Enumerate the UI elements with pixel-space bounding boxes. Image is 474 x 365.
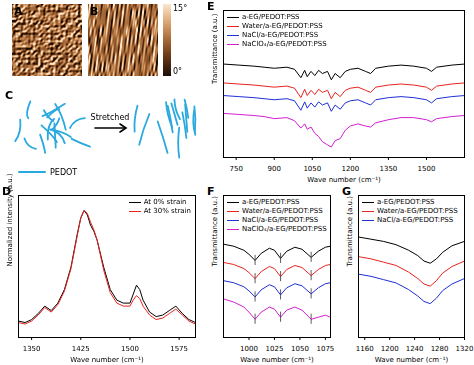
svg-text:Wave number (cm⁻¹): Wave number (cm⁻¹) <box>240 356 314 364</box>
svg-text:1160: 1160 <box>356 345 374 353</box>
svg-text:Wave number (cm⁻¹): Wave number (cm⁻¹) <box>70 356 144 364</box>
svg-text:1025: 1025 <box>266 345 284 353</box>
svg-text:Wave number (cm⁻¹): Wave number (cm⁻¹) <box>307 176 381 184</box>
svg-text:Transmittance (a.u.): Transmittance (a.u.) <box>211 196 219 268</box>
svg-text:900: 900 <box>268 165 281 173</box>
svg-text:1350: 1350 <box>379 165 397 173</box>
svg-text:1320: 1320 <box>456 345 474 353</box>
svg-text:1350: 1350 <box>23 345 41 353</box>
svg-text:PEDOT: PEDOT <box>50 168 77 177</box>
svg-text:1075: 1075 <box>316 345 334 353</box>
svg-text:750: 750 <box>229 165 242 173</box>
svg-text:Transmittance (a.u.): Transmittance (a.u.) <box>346 196 354 268</box>
svg-text:1200: 1200 <box>341 165 359 173</box>
svg-text:1200: 1200 <box>381 345 399 353</box>
svg-text:1500: 1500 <box>121 345 139 353</box>
svg-text:1050: 1050 <box>291 345 309 353</box>
svg-text:1050: 1050 <box>303 165 321 173</box>
svg-text:Transmittance (a.u.): Transmittance (a.u.) <box>211 13 219 85</box>
svg-text:1575: 1575 <box>170 345 188 353</box>
svg-text:1240: 1240 <box>406 345 424 353</box>
svg-text:1500: 1500 <box>418 165 436 173</box>
svg-text:1280: 1280 <box>431 345 449 353</box>
svg-text:Wave number (cm⁻¹): Wave number (cm⁻¹) <box>375 356 449 364</box>
svg-text:1425: 1425 <box>72 345 90 353</box>
svg-text:1000: 1000 <box>240 345 258 353</box>
svg-text:Stretched: Stretched <box>91 113 130 122</box>
